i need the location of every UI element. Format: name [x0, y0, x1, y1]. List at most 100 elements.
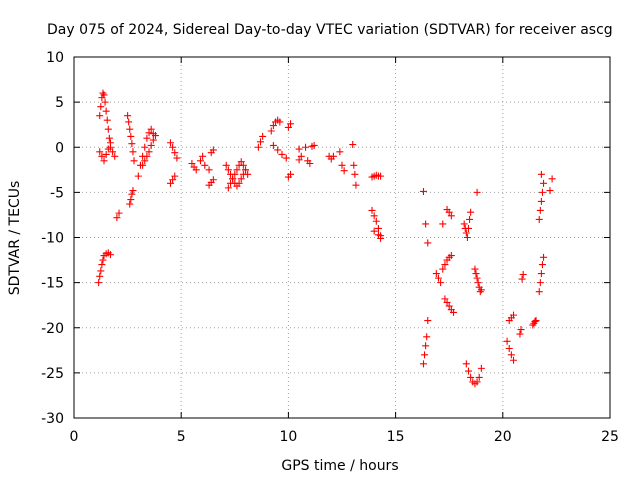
y-axis-label: SDTVAR / TECUs: [7, 181, 23, 296]
data-point: [308, 142, 316, 150]
data-point: [244, 170, 252, 178]
data-point: [463, 234, 471, 241]
data-point: [237, 158, 245, 166]
y-tick-label: 0: [55, 140, 64, 156]
data-point: [269, 122, 277, 130]
data-point: [329, 152, 337, 160]
data-point: [297, 152, 305, 160]
data-point: [351, 170, 359, 178]
data-point: [505, 345, 513, 353]
data-point: [173, 154, 181, 162]
data-point: [242, 166, 250, 174]
data-point: [129, 148, 137, 156]
data-point: [473, 188, 481, 196]
data-point: [546, 187, 554, 195]
data-point: [102, 107, 110, 115]
data-point: [102, 150, 110, 158]
data-point: [205, 166, 213, 174]
data-point: [477, 286, 485, 294]
data-point: [516, 330, 524, 338]
data-point: [95, 279, 103, 287]
data-point: [434, 274, 442, 282]
data-point: [372, 217, 380, 225]
data-point: [278, 150, 286, 158]
series-sat-ai: [516, 271, 527, 338]
data-point: [449, 308, 457, 316]
data-point: [548, 175, 556, 183]
data-point: [125, 118, 133, 126]
y-tick-label: -15: [41, 276, 64, 292]
data-point: [98, 261, 106, 269]
data-point: [115, 209, 123, 217]
data-point: [447, 212, 455, 220]
data-point: [124, 112, 132, 120]
data-point: [540, 179, 548, 187]
data-point: [352, 181, 360, 189]
data-point: [460, 220, 468, 228]
series-sat-q: [295, 142, 316, 153]
data-point: [109, 148, 117, 156]
data-point: [171, 149, 179, 157]
data-point: [141, 143, 149, 151]
series-sat-ak: [535, 253, 548, 296]
data-point: [532, 317, 540, 325]
data-point: [424, 239, 432, 247]
series-sat-w: [419, 317, 432, 368]
data-point: [147, 141, 155, 149]
data-point: [166, 139, 174, 147]
data-point: [141, 157, 149, 165]
y-tick-label: -30: [41, 411, 64, 427]
data-point: [349, 141, 357, 149]
data-point: [143, 152, 151, 160]
data-point: [464, 367, 472, 375]
data-point: [423, 333, 431, 341]
x-tick-label: 20: [494, 429, 512, 445]
data-point: [338, 161, 346, 169]
data-point: [129, 187, 137, 195]
series-sat-o: [269, 120, 295, 162]
data-point: [101, 98, 109, 106]
data-point: [166, 179, 174, 187]
data-point: [126, 125, 134, 133]
series-sat-t: [368, 171, 385, 181]
data-point: [274, 146, 282, 154]
data-point: [209, 146, 217, 154]
series-sat-b: [96, 143, 119, 165]
data-point: [147, 125, 155, 133]
data-point: [295, 156, 303, 164]
data-point: [302, 143, 310, 151]
data-point: [130, 157, 138, 165]
data-point: [443, 298, 451, 306]
x-tick-label: 5: [177, 429, 186, 445]
data-point: [97, 267, 105, 275]
data-point: [536, 206, 544, 214]
series-sat-f: [134, 125, 157, 180]
data-point: [471, 265, 479, 273]
data-point: [374, 231, 382, 239]
series-sat-z: [439, 252, 455, 273]
grid: [74, 57, 610, 418]
data-point: [445, 208, 453, 216]
data-point: [235, 179, 243, 187]
series-sat-ae: [471, 265, 485, 296]
data-point: [209, 176, 217, 184]
data-point: [462, 360, 470, 368]
data-point: [106, 143, 114, 151]
data-point: [127, 196, 135, 204]
data-point: [295, 145, 303, 153]
data-point: [419, 187, 427, 195]
data-point: [111, 152, 119, 160]
data-point: [540, 253, 548, 261]
data-point: [476, 288, 484, 296]
data-point: [422, 342, 430, 350]
data-point: [370, 227, 378, 235]
data-point: [445, 302, 453, 310]
data-point: [510, 356, 518, 364]
series-sat-ad: [462, 360, 485, 388]
series-sat-e: [124, 112, 138, 165]
data-point: [104, 125, 112, 133]
data-points: [95, 89, 556, 388]
series-sat-p: [284, 141, 318, 181]
data-point: [103, 116, 111, 124]
data-point: [97, 103, 105, 111]
